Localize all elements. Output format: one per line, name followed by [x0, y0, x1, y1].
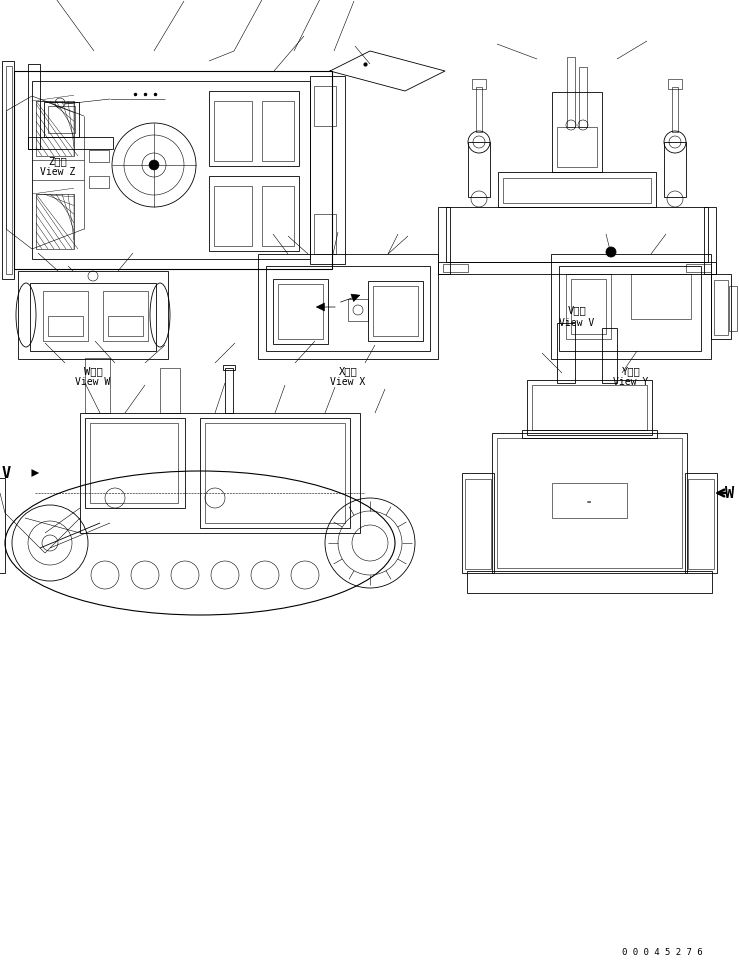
Bar — [557, 324, 575, 383]
Bar — [85, 419, 185, 508]
Bar — [688, 480, 714, 570]
Bar — [497, 438, 682, 568]
Bar — [214, 186, 252, 247]
Text: W　視: W 視 — [84, 365, 103, 376]
Bar — [492, 433, 687, 574]
Bar — [2, 62, 14, 280]
Text: View V: View V — [559, 318, 595, 328]
Bar — [467, 572, 712, 593]
Bar — [348, 300, 368, 322]
Bar — [446, 208, 708, 262]
Bar — [258, 255, 438, 359]
Bar — [503, 179, 651, 204]
Text: V　視: V 視 — [568, 305, 586, 314]
Bar — [225, 369, 233, 413]
Ellipse shape — [149, 160, 159, 171]
Bar — [559, 267, 701, 352]
Bar — [566, 275, 611, 339]
Bar — [571, 280, 606, 334]
Bar — [48, 107, 75, 134]
Bar — [36, 195, 74, 250]
Bar — [103, 292, 148, 342]
Bar — [552, 93, 602, 173]
Bar — [89, 177, 109, 188]
Bar — [668, 80, 682, 90]
Text: V: V — [1, 466, 10, 481]
Bar — [462, 474, 494, 574]
Text: View Y: View Y — [613, 377, 649, 386]
Bar — [551, 255, 711, 359]
Text: View Z: View Z — [41, 167, 75, 177]
Text: X　視: X 視 — [338, 365, 358, 376]
Bar — [368, 282, 423, 342]
Bar — [631, 275, 691, 320]
Bar — [262, 186, 294, 247]
Bar — [200, 419, 350, 529]
Ellipse shape — [606, 248, 616, 258]
Bar — [262, 102, 294, 161]
Bar — [522, 431, 657, 438]
Bar — [532, 385, 647, 431]
Bar — [686, 264, 711, 273]
Bar — [527, 381, 652, 435]
Bar — [664, 143, 686, 198]
Bar — [476, 87, 482, 133]
Bar — [567, 58, 575, 128]
Bar — [711, 275, 731, 339]
Bar — [672, 87, 678, 133]
Text: View W: View W — [75, 377, 111, 386]
Bar — [209, 177, 299, 252]
Bar — [273, 280, 328, 345]
Bar — [438, 262, 716, 275]
Bar — [30, 283, 156, 352]
Bar — [602, 329, 617, 383]
Bar — [498, 173, 656, 208]
Bar — [314, 86, 336, 127]
Bar — [32, 82, 310, 259]
Bar — [579, 68, 587, 128]
Bar — [552, 483, 627, 519]
Bar — [310, 77, 345, 264]
Bar — [6, 67, 12, 275]
Bar — [266, 267, 430, 352]
Bar — [28, 65, 40, 150]
Text: W: W — [726, 486, 735, 501]
Bar — [44, 103, 79, 137]
Bar — [223, 365, 235, 371]
Bar — [685, 474, 717, 574]
Bar — [704, 208, 716, 275]
Bar — [160, 369, 180, 413]
Bar — [18, 272, 168, 359]
Text: =: = — [587, 499, 591, 505]
Bar — [80, 413, 360, 533]
Bar — [14, 72, 332, 270]
Bar — [373, 286, 418, 336]
Bar — [108, 317, 143, 336]
Bar — [314, 214, 336, 255]
Bar — [90, 424, 178, 504]
Bar — [714, 281, 728, 335]
Bar — [48, 317, 83, 336]
Bar — [557, 128, 597, 168]
Bar — [214, 102, 252, 161]
Bar — [278, 284, 323, 339]
Bar — [85, 358, 110, 413]
Bar — [209, 92, 299, 167]
Text: 0 0 0 4 5 2 7 6: 0 0 0 4 5 2 7 6 — [621, 948, 702, 956]
Text: Y　視: Y 視 — [621, 365, 641, 376]
Text: View X: View X — [330, 377, 366, 386]
Bar — [443, 264, 468, 273]
Bar — [468, 143, 490, 198]
Text: Z　視: Z 視 — [49, 156, 67, 166]
Bar — [89, 151, 109, 162]
Bar — [472, 80, 486, 90]
Bar — [729, 286, 737, 332]
Bar — [205, 424, 345, 524]
Bar — [465, 480, 491, 570]
Bar — [28, 137, 113, 150]
Bar — [36, 102, 74, 157]
Bar — [43, 292, 88, 342]
Bar — [438, 208, 450, 275]
